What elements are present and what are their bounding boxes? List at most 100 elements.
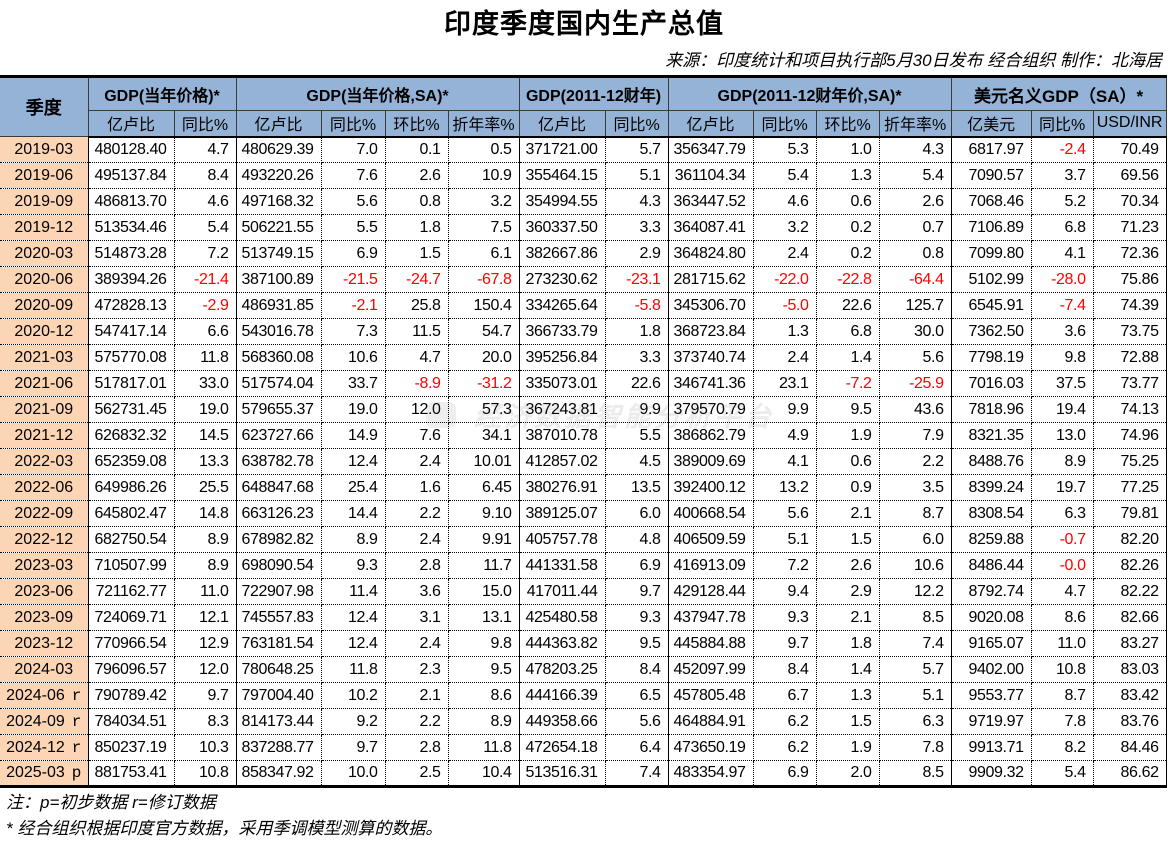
cell-current-yoy: 8.9	[174, 526, 237, 553]
cell-current-yoy: 10.8	[174, 760, 237, 787]
cell-sa-constant-annualized: 30.0	[879, 318, 952, 345]
cell-current-yoy: 19.0	[174, 396, 237, 423]
cell-usd-inr-rate: 71.23	[1093, 214, 1167, 241]
cell-current-inr: 480128.40	[88, 136, 175, 163]
cell-constant-yoy: 9.9	[605, 396, 669, 423]
cell-constant-inr: 334265.64	[519, 292, 606, 319]
cell-usd-nominal: 5102.99	[951, 266, 1032, 293]
cell-sa-current-annualized: 54.7	[448, 318, 520, 345]
cell-current-inr: 649986.26	[88, 474, 175, 501]
table-row: 2019-03 480128.40 4.7 480629.39 7.0 0.1 0.5 371…	[0, 136, 1167, 163]
cell-sa-constant-yoy: 13.2	[753, 474, 817, 501]
cell-sa-constant-qoq: 9.5	[816, 396, 880, 423]
cell-usd-yoy: 11.0	[1031, 630, 1094, 657]
quarter-label: 2019-06	[14, 166, 74, 184]
cell-current-inr: 517817.01	[88, 370, 175, 397]
cell-usd-nominal: 8399.24	[951, 474, 1032, 501]
cell-sa-current-annualized: 6.1	[448, 240, 520, 267]
cell-constant-inr: 273230.62	[519, 266, 606, 293]
quarter-label: 2021-09	[14, 400, 74, 418]
cell-sa-constant-inr: 364824.80	[668, 240, 754, 267]
cell-current-yoy: 7.2	[174, 240, 237, 267]
cell-current-inr: 495137.84	[88, 162, 175, 189]
cell-usd-inr-rate: 86.62	[1093, 760, 1167, 787]
cell-sa-constant-qoq: 6.8	[816, 318, 880, 345]
table-row: 2019-06 495137.84 8.4 493220.26 7.6 2.6 10.9 35…	[0, 162, 1167, 189]
cell-constant-inr: 405757.78	[519, 526, 606, 553]
cell-sa-constant-annualized: 10.6	[879, 552, 952, 579]
quarter-label: 2023-12	[14, 634, 74, 652]
cell-usd-nominal: 9020.08	[951, 604, 1032, 631]
cell-sa-current-inr: 722907.98	[236, 578, 322, 605]
subheader-usd-bn: 亿美元	[950, 110, 1032, 138]
cell-sa-current-qoq: 1.8	[385, 214, 449, 241]
cell-sa-current-yoy: 7.6	[321, 162, 386, 189]
quarter-label: 2019-12	[14, 218, 74, 236]
cell-usd-yoy: 7.8	[1031, 708, 1094, 735]
quarter-label: 2024-03	[14, 660, 74, 678]
cell-sa-constant-yoy: 6.2	[753, 734, 817, 761]
cell-sa-constant-qoq: 0.6	[816, 188, 880, 215]
cell-sa-constant-inr: 452097.99	[668, 656, 754, 683]
cell-usd-inr-rate: 69.56	[1093, 162, 1167, 189]
cell-sa-constant-qoq: -7.2	[816, 370, 880, 397]
cell-sa-constant-annualized: 7.9	[879, 422, 952, 449]
table-row: 2024-09 r 784034.51 8.3 814173.44 9.2 2.2 8.9 44…	[0, 708, 1167, 735]
cell-sa-constant-qoq: 1.3	[816, 682, 880, 709]
table-row: 2024-06 r 790789.42 9.7 797004.40 10.2 2.1 8.6 4…	[0, 682, 1167, 709]
cell-sa-current-qoq: 11.5	[385, 318, 449, 345]
subheader-yoy: 同比%	[604, 110, 669, 138]
cell-usd-yoy: 10.8	[1031, 656, 1094, 683]
cell-sa-current-yoy: 10.6	[321, 344, 386, 371]
quarter-cell: 2024-12 r	[0, 734, 89, 761]
cell-current-yoy: 8.4	[174, 162, 237, 189]
cell-constant-yoy: 9.7	[605, 578, 669, 605]
cell-usd-yoy: 5.4	[1031, 760, 1094, 787]
cell-sa-current-annualized: 10.9	[448, 162, 520, 189]
cell-sa-constant-inr: 406509.59	[668, 526, 754, 553]
footnote-flags: 注：p=初步数据 r=修订数据	[6, 793, 216, 812]
group-header-usd-nominal: 美元名义GDP（SA）*	[950, 76, 1167, 111]
cell-usd-inr-rate: 82.20	[1093, 526, 1167, 553]
gdp-table: 季度 GDP(当年价格)* GDP(当年价格,SA)* GDP(2011-12财…	[0, 75, 1167, 788]
cell-sa-constant-qoq: 1.3	[816, 162, 880, 189]
cell-sa-current-yoy: 12.4	[321, 630, 386, 657]
cell-sa-current-annualized: 0.5	[448, 136, 520, 163]
cell-current-yoy: 14.8	[174, 500, 237, 527]
cell-usd-inr-rate: 83.42	[1093, 682, 1167, 709]
quarter-label: 2025-03	[6, 764, 65, 781]
cell-usd-nominal: 7106.89	[951, 214, 1032, 241]
cell-usd-nominal: 8486.44	[951, 552, 1032, 579]
table-row: 2023-09 724069.71 12.1 745557.83 12.4 3.1 13.1…	[0, 604, 1167, 631]
subheader-yoy: 同比%	[1030, 110, 1094, 138]
cell-sa-constant-inr: 429128.44	[668, 578, 754, 605]
cell-sa-constant-yoy: 9.4	[753, 578, 817, 605]
cell-usd-nominal: 9909.32	[951, 760, 1032, 787]
cell-sa-constant-inr: 416913.09	[668, 552, 754, 579]
table-row: 2021-06 517817.01 33.0 517574.04 33.7 -8.9 -31…	[0, 370, 1167, 397]
cell-sa-current-qoq: 0.1	[385, 136, 449, 163]
cell-sa-current-yoy: 7.3	[321, 318, 386, 345]
cell-sa-current-yoy: -21.5	[321, 266, 386, 293]
cell-current-inr: 652359.08	[88, 448, 175, 475]
cell-sa-constant-annualized: 7.8	[879, 734, 952, 761]
cell-usd-inr-rate: 72.88	[1093, 344, 1167, 371]
cell-constant-yoy: 5.7	[605, 136, 669, 163]
cell-sa-constant-yoy: 4.9	[753, 422, 817, 449]
cell-sa-current-yoy: 12.4	[321, 604, 386, 631]
cell-current-yoy: 12.0	[174, 656, 237, 683]
cell-current-yoy: 12.1	[174, 604, 237, 631]
quarter-label: 2023-09	[14, 608, 74, 626]
revision-flag: r	[71, 738, 82, 757]
cell-sa-constant-annualized: 0.8	[879, 240, 952, 267]
table-row: 2021-09 562731.45 19.0 579655.37 19.0 12.0 57.…	[0, 396, 1167, 423]
cell-current-inr: 770966.54	[88, 630, 175, 657]
cell-sa-constant-qoq: 1.5	[816, 526, 880, 553]
cell-constant-yoy: 13.5	[605, 474, 669, 501]
cell-constant-inr: 444363.82	[519, 630, 606, 657]
cell-sa-constant-inr: 457805.48	[668, 682, 754, 709]
cell-sa-constant-yoy: 8.4	[753, 656, 817, 683]
cell-sa-current-annualized: 9.10	[448, 500, 520, 527]
cell-current-yoy: 6.6	[174, 318, 237, 345]
cell-usd-nominal: 6817.97	[951, 136, 1032, 163]
